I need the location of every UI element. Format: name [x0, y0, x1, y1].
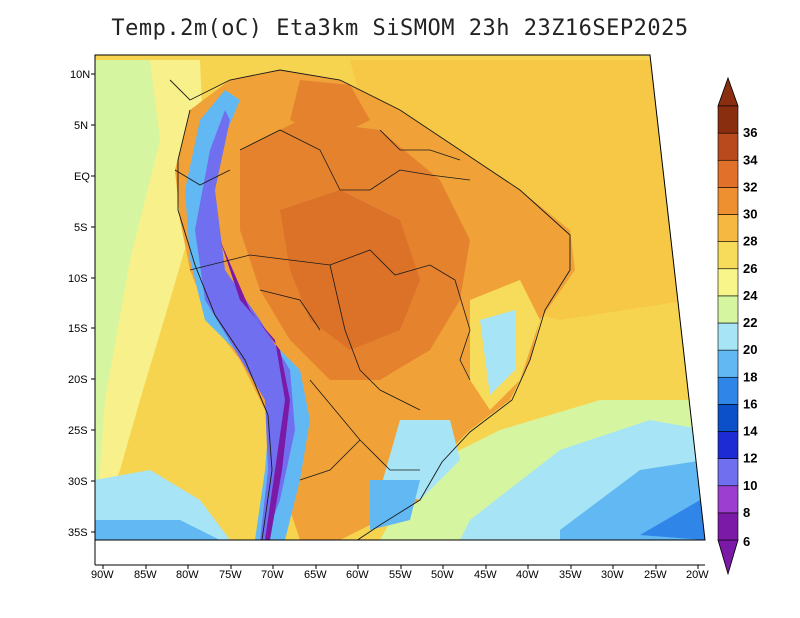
lon-label: 20W: [686, 569, 709, 581]
lat-label: 5N: [74, 120, 88, 132]
lon-label: 55W: [389, 569, 412, 581]
colorbar-segment: [717, 132, 739, 161]
colorbar-label: 36: [743, 125, 757, 140]
colorbar-label: 16: [743, 396, 757, 411]
colorbar-segment: [717, 431, 739, 459]
lon-axis: 90W 85W 80W 75W 70W 65W 60W 55W 50W 45W …: [91, 565, 709, 581]
colorbar-segment: [717, 404, 739, 432]
lat-label: 10N: [70, 69, 90, 81]
lat-label: EQ: [74, 171, 90, 183]
colorbar-top-arrow: [717, 76, 739, 107]
colorbar-segment: [717, 322, 739, 351]
lon-label: 50W: [431, 569, 454, 581]
lon-label: 65W: [304, 569, 327, 581]
lat-label: 5S: [74, 222, 87, 234]
colorbar-label: 32: [743, 179, 757, 194]
lon-label: 60W: [346, 569, 369, 581]
lat-axis: 10N 5N EQ 5S 10S 15S 20S 25S 30S 35S: [68, 69, 95, 539]
colorbar-label: 30: [743, 207, 757, 222]
lat-label: 15S: [68, 323, 88, 335]
lon-label: 25W: [644, 569, 667, 581]
colorbar-segment: [717, 485, 739, 514]
lon-label: 45W: [474, 569, 497, 581]
colorbar-bottom-arrow: [717, 539, 739, 576]
colorbar-label: 18: [743, 369, 757, 384]
colorbar-segment: [717, 295, 739, 324]
colorbar-segment: [717, 214, 739, 242]
lat-label: 20S: [68, 374, 88, 386]
colorbar-label: 28: [743, 234, 757, 249]
colorbar-label: 8: [743, 505, 750, 520]
colorbar-segment: [717, 159, 739, 188]
colorbar-segment: [717, 376, 739, 405]
lon-label: 70W: [261, 569, 284, 581]
colorbar-segment: [717, 105, 739, 134]
colorbar-label: 20: [743, 342, 757, 357]
colorbar-label: 12: [743, 451, 757, 466]
map-title: Temp.2m(oC) Eta3km SiSMOM 23h 23Z16SEP20…: [111, 16, 689, 41]
colorbar-label: 24: [743, 288, 758, 303]
colorbar-segment: [717, 458, 739, 487]
lon-label: 90W: [91, 569, 114, 581]
lon-label: 80W: [176, 569, 199, 581]
colorbar-segment: [717, 187, 739, 215]
lat-label: 10S: [68, 273, 88, 285]
lat-label: 25S: [68, 425, 88, 437]
lon-label: 75W: [219, 569, 242, 581]
country-borders: [174, 129, 471, 481]
lon-label: 85W: [134, 569, 157, 581]
lon-label: 40W: [516, 569, 539, 581]
colorbar-segment: [717, 349, 739, 378]
colorbar-label: 6: [743, 534, 750, 549]
colorbar-label: 10: [743, 478, 757, 493]
colorbar-segment: [717, 268, 739, 297]
lat-label: 35S: [68, 527, 88, 539]
colorbar: 6 8 10 12 14 16 18 20 22 24 26 28 30 32 34 36: [717, 76, 758, 576]
temperature-field: [95, 55, 705, 540]
coastline: [169, 69, 571, 540]
colorbar-label: 26: [743, 261, 757, 276]
colorbar-label: 34: [743, 152, 758, 167]
west-coastline: [177, 109, 273, 540]
colorbar-label: 14: [743, 424, 758, 439]
colorbar-label: 22: [743, 315, 757, 330]
colorbar-segment: [717, 241, 739, 270]
colorbar-segment: [717, 512, 739, 541]
lat-label: 30S: [68, 476, 88, 488]
lon-label: 30W: [601, 569, 624, 581]
lon-label: 35W: [559, 569, 582, 581]
